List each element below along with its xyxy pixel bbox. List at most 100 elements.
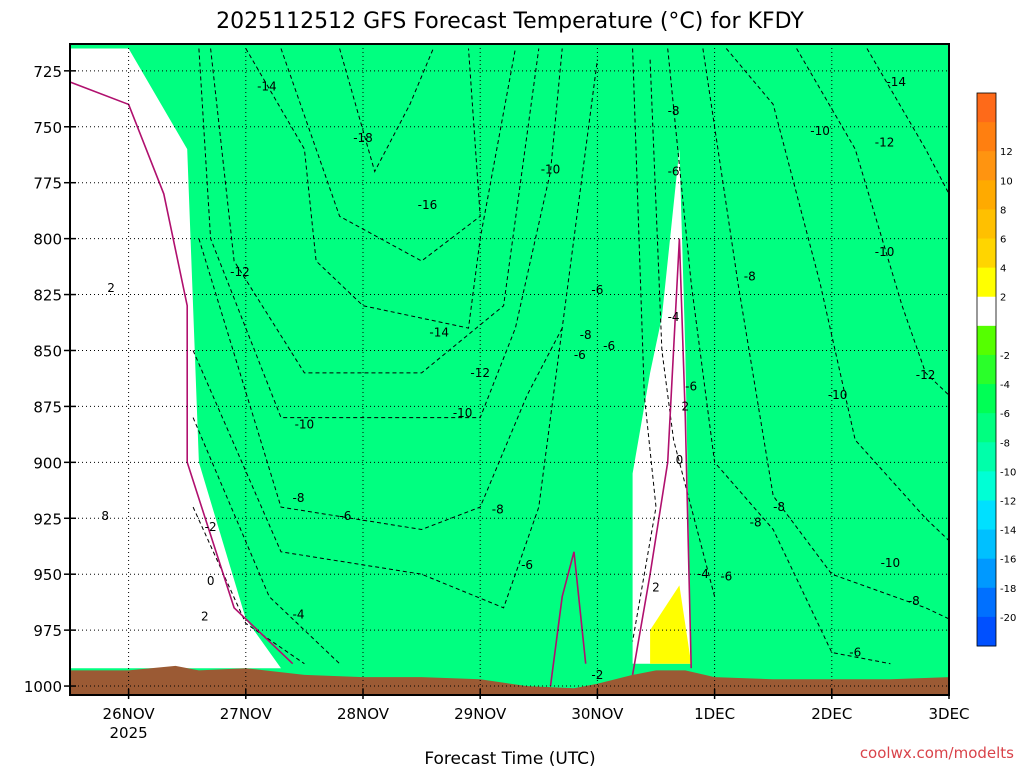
x-tick-label-4: 30NOV	[571, 705, 624, 723]
colorbar-cell-3	[977, 180, 996, 210]
contour-label-24: -6	[668, 165, 680, 179]
contour-label-34: -8	[750, 516, 762, 530]
colorbar-cell-11	[977, 413, 996, 443]
contour-line-4	[210, 48, 540, 374]
contour-label-8: -10	[541, 162, 561, 176]
surface-terrain	[70, 665, 949, 695]
contour-line-8	[198, 238, 563, 531]
contour-label-22: -6	[603, 339, 615, 353]
x-tick-label-0: 26NOV	[103, 705, 156, 723]
y-tick-label-9: 950	[33, 566, 62, 584]
contour-label-16: 2	[201, 610, 209, 624]
contour-label-17: 2	[107, 281, 115, 295]
colorbar-cell-1	[977, 122, 996, 152]
contour-label-9: -8	[293, 491, 305, 505]
colorbar-label-16: -18	[1000, 584, 1016, 595]
contour-label-19: -8	[580, 328, 592, 342]
contour-line-3	[866, 48, 949, 195]
contour-label-37: -10	[875, 245, 895, 259]
surface-polygon	[70, 665, 949, 695]
colorbar-cell-0	[977, 93, 996, 123]
colorbar: 12 10 8 6 4 2 -2 -4 -6 -8 -10 -12 -14 -16 -18 -20	[976, 92, 1016, 647]
colorbar-frame	[976, 92, 997, 647]
x-tick-label-5: 1DEC	[694, 705, 735, 723]
contour-label-23: -8	[668, 104, 680, 118]
colorbar-cell-10	[977, 384, 996, 414]
colorbar-label-4: 6	[1000, 235, 1006, 246]
colorbar-cell-9	[977, 354, 996, 385]
colorbar-label-6: 2	[1000, 293, 1006, 304]
colorbar-label-2: 10	[1000, 176, 1013, 187]
contour-line-1	[280, 48, 481, 262]
colorbar-cell-15	[977, 529, 996, 560]
credit-link[interactable]: coolwx.com/modelts	[860, 744, 1014, 762]
colorbar-cell-5	[977, 238, 996, 269]
x-axis-title: Forecast Time (UTC)	[424, 749, 595, 768]
contour-label-1: -18	[353, 131, 373, 145]
contour-label-38: -12	[875, 135, 895, 149]
contour-label-0: -14	[257, 80, 277, 94]
colorbar-label-15: -16	[1000, 555, 1016, 566]
y-tick-label-3: 800	[33, 231, 62, 249]
contour-label-36: -10	[828, 388, 848, 402]
y-tick-label-2: 775	[33, 175, 62, 193]
contour-line-5	[796, 48, 949, 396]
y-tick-label-4: 825	[33, 287, 62, 305]
colorbar-cell-18	[977, 616, 996, 647]
colorbar-label-5: 4	[1000, 264, 1006, 275]
contour-label-41: -10	[881, 556, 901, 570]
y-tick-label-11: 1000	[24, 678, 62, 696]
y-tick-label-1: 750	[33, 119, 62, 137]
contour-line-2	[245, 48, 516, 329]
contour-line-14	[192, 506, 305, 665]
contour-line-12	[192, 417, 340, 665]
contour-label-43: -6	[849, 645, 861, 659]
colorbar-cell-17	[977, 587, 996, 618]
y-tick-label-0: 725	[33, 63, 62, 81]
contour-label-30: -4	[697, 567, 709, 581]
colorbar-cell-2	[977, 151, 996, 181]
contour-label-12: -6	[521, 558, 533, 572]
temperature-field-6	[650, 585, 692, 664]
contour-label-6: -10	[295, 417, 315, 431]
contour-label-15: 0	[207, 574, 215, 588]
contour-label-10: -8	[492, 502, 504, 516]
y-tick-label-5: 850	[33, 342, 62, 360]
contour-label-13: -4	[293, 607, 305, 621]
contour-label-42: -8	[908, 594, 920, 608]
x-tick-label-7: 3DEC	[928, 705, 969, 723]
x-tick-label-2: 28NOV	[337, 705, 390, 723]
contour-line-7	[725, 48, 949, 541]
colorbar-cell-7	[977, 296, 996, 327]
contour-label-33: -8	[773, 500, 785, 514]
colorbar-cell-13	[977, 471, 996, 501]
grid-lines	[70, 44, 950, 695]
colorbar-label-11: -8	[1000, 438, 1010, 449]
contour-line-11	[667, 48, 891, 665]
freezing-line-1	[549, 551, 587, 687]
colorbar-cell-8	[977, 325, 996, 356]
contour-label-4: -14	[429, 326, 449, 340]
temperature-field-5	[632, 149, 692, 664]
contour-label-39: -12	[916, 368, 936, 382]
contour-label-26: -6	[685, 379, 697, 393]
contour-label-2: -16	[418, 198, 438, 212]
y-axis: 725 750 775 800 825 850 875 900 925 950 975 1000	[24, 63, 76, 696]
colorbar-cell-16	[977, 558, 996, 589]
colorbar-cell-14	[977, 500, 996, 531]
contour-label-40: -14	[886, 75, 906, 89]
colorbar-label-14: -14	[1000, 526, 1016, 537]
contour-label-32: -8	[744, 270, 756, 284]
contour-labels: -14 -18 -16 -12 -14 -12 -10 -10 -10 -8 -8 -6 -6 -4 -2 0…	[101, 75, 935, 682]
x-tick-label-1: 27NOV	[220, 705, 273, 723]
colorbar-cell-6	[977, 267, 996, 298]
colorbar-label-12: -10	[1000, 467, 1016, 478]
contour-label-7: -10	[453, 406, 473, 420]
contour-label-25: -4	[668, 310, 680, 324]
temperature-field-4	[70, 48, 281, 669]
freezing-line-2	[631, 238, 692, 676]
contour-label-18: 8	[101, 509, 109, 523]
colorbar-label-8: -2	[1000, 351, 1010, 362]
